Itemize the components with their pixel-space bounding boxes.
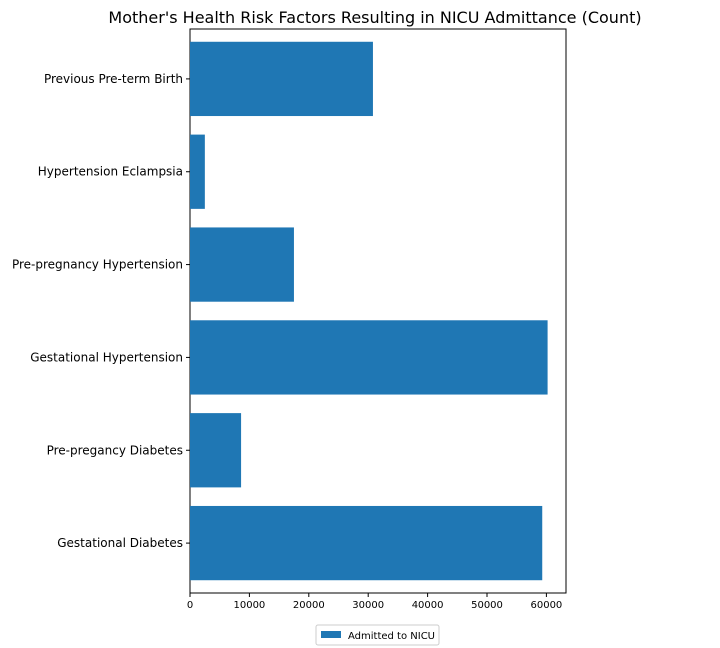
x-tick-label: 0 [187, 600, 193, 611]
legend-label: Admitted to NICU [348, 631, 435, 642]
x-tick-label: 60000 [530, 600, 562, 611]
bars-group [190, 41, 548, 581]
x-tick-label: 40000 [412, 600, 444, 611]
legend: Admitted to NICU [315, 624, 440, 646]
category-label: Pre-pregancy Diabetes [47, 443, 183, 457]
x-axis: 0 10000 20000 30000 40000 50000 60000 [187, 593, 562, 611]
category-label: Gestational Diabetes [57, 536, 183, 550]
plot-area: Gestational Diabetes Pre-pregancy Diabete… [12, 28, 567, 611]
bar [190, 320, 548, 395]
x-tick-label: 50000 [471, 600, 503, 611]
bar [190, 505, 543, 581]
category-label: Pre-pregnancy Hypertension [12, 258, 183, 272]
category-labels-group: Gestational Diabetes Pre-pregancy Diabete… [12, 72, 190, 550]
category-label: Previous Pre-term Birth [44, 72, 183, 86]
bar [190, 41, 373, 117]
x-tick-label: 10000 [233, 600, 265, 611]
category-label: Gestational Hypertension [30, 350, 183, 364]
bar [190, 134, 205, 209]
legend-swatch [321, 631, 341, 638]
bar [190, 413, 242, 488]
x-tick-label: 20000 [293, 600, 325, 611]
category-label: Hypertension Eclampsia [38, 165, 183, 179]
plot-frame [189, 28, 567, 594]
chart-title: Mother's Health Risk Factors Resulting i… [108, 8, 641, 27]
bar [190, 227, 294, 302]
x-tick-label: 30000 [352, 600, 384, 611]
legend-frame [315, 624, 440, 646]
